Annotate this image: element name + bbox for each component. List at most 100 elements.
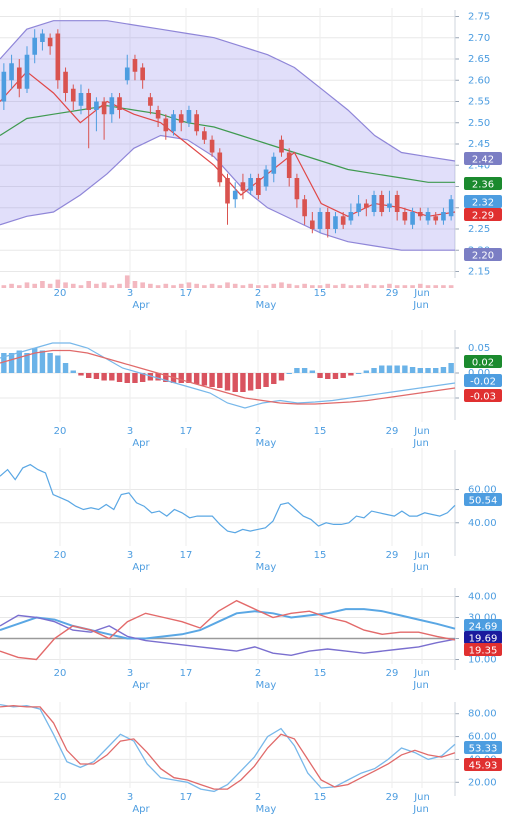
- sma-line: [0, 105, 455, 183]
- macd-histogram-bar: [440, 367, 447, 373]
- value-badge: [464, 741, 502, 754]
- x-tick-label: 3: [127, 550, 133, 561]
- candle-body: [9, 63, 14, 81]
- y-tick-label: 80.00: [468, 709, 497, 720]
- value-badge: [464, 643, 502, 656]
- candle-body: [425, 212, 431, 221]
- macd-histogram-bar: [24, 353, 30, 373]
- candle-body: [263, 169, 269, 187]
- volume-bar: [387, 283, 392, 288]
- value-badge-label: 19.69: [469, 634, 498, 645]
- x-tick-label: Jun: [413, 550, 430, 561]
- volume-bar: [256, 285, 261, 288]
- value-badge: [464, 195, 502, 208]
- macd-histogram-bar: [386, 365, 393, 373]
- x-tick-label: 15: [314, 668, 327, 679]
- value-badge-label: -0.02: [470, 377, 496, 388]
- y-tick-label: 2.70: [468, 33, 490, 44]
- y-tick-label: 2.65: [468, 54, 490, 65]
- candle-body: [441, 212, 446, 221]
- candle-body: [364, 203, 369, 208]
- candle-body: [371, 195, 377, 212]
- volume-bar: [132, 281, 138, 288]
- value-badge: [464, 631, 502, 644]
- value-badge: [464, 248, 502, 261]
- macd-histogram-bar: [101, 373, 107, 381]
- candle-body: [271, 156, 277, 174]
- volume-bar: [47, 283, 53, 288]
- month-label: Jun: [412, 804, 429, 815]
- value-badge: [464, 619, 502, 632]
- y-tick-label: 2.75: [468, 12, 490, 23]
- volume-bar: [371, 285, 377, 288]
- x-tick-label: 17: [180, 668, 193, 679]
- x-tick-label: 3: [127, 792, 133, 803]
- value-badge-label: -0.03: [470, 392, 496, 403]
- y-tick-label: 40.00: [468, 592, 497, 603]
- month-label: Apr: [132, 438, 150, 449]
- candle-body: [117, 97, 122, 110]
- x-tick-label: Jun: [413, 792, 430, 803]
- candle-body: [402, 212, 408, 221]
- volume-bar: [78, 285, 84, 288]
- volume-bar: [379, 285, 385, 288]
- macd-histogram-bar: [132, 373, 138, 383]
- x-tick-label: 2: [255, 792, 261, 803]
- volume-bar: [16, 285, 22, 288]
- macd-histogram-bar: [379, 365, 385, 373]
- candle-body: [279, 139, 284, 153]
- candle-body: [194, 114, 199, 132]
- month-label: Apr: [132, 804, 150, 815]
- candle-body: [394, 195, 400, 212]
- y-tick-label: 60.00: [468, 485, 497, 496]
- volume-bar: [340, 283, 346, 288]
- candle-body: [302, 199, 307, 217]
- volume-bar: [325, 283, 331, 288]
- macd-histogram-bar: [62, 363, 69, 373]
- minus-di-line: [0, 599, 456, 661]
- x-tick-label: Jun: [413, 288, 430, 299]
- value-badge-label: 2.36: [472, 180, 494, 191]
- macd-histogram-bar: [278, 373, 285, 381]
- x-tick-label: 17: [180, 288, 193, 299]
- volume-bar: [140, 282, 145, 288]
- macd-histogram-bar: [209, 373, 215, 387]
- x-tick-label: 15: [314, 426, 327, 437]
- macd-histogram-bar: [78, 373, 84, 376]
- volume-bar: [348, 285, 354, 288]
- month-label: Apr: [132, 300, 150, 311]
- volume-bar: [40, 281, 45, 288]
- macd-histogram-bar: [371, 368, 377, 373]
- volume-bar: [240, 285, 246, 288]
- month-label: Jun: [412, 300, 429, 311]
- volume-bar: [294, 285, 300, 288]
- macd-histogram-bar: [163, 373, 169, 382]
- y-tick-label: 2.55: [468, 97, 490, 108]
- y-tick-label: 20.00: [468, 777, 497, 788]
- month-label: Jun: [412, 562, 429, 573]
- macd-histogram-bar: [109, 373, 115, 381]
- x-tick-label: 3: [127, 288, 133, 299]
- x-tick-label: 20: [54, 668, 67, 679]
- plus-di-line: [0, 614, 456, 657]
- macd-histogram-bar: [139, 373, 146, 382]
- macd-histogram-bar: [116, 373, 123, 382]
- x-tick-label: 17: [180, 426, 193, 437]
- candle-body: [163, 118, 169, 132]
- value-badge-label: 0.02: [472, 358, 494, 369]
- candle-body: [325, 212, 331, 229]
- candle-body: [379, 195, 385, 212]
- macd-histogram-bar: [47, 353, 53, 373]
- x-tick-label: 2: [255, 426, 261, 437]
- volume-bar: [178, 283, 184, 288]
- macd-histogram-bar: [271, 373, 277, 384]
- volume-bar: [448, 285, 454, 288]
- y-tick-label: 40.00: [468, 518, 497, 529]
- candle-body: [148, 97, 153, 106]
- candle-body: [132, 59, 138, 72]
- macd-histogram-bar: [186, 373, 192, 383]
- y-tick-label: 0.05: [468, 343, 490, 354]
- volume-bar: [163, 283, 169, 288]
- candle-body: [256, 178, 261, 195]
